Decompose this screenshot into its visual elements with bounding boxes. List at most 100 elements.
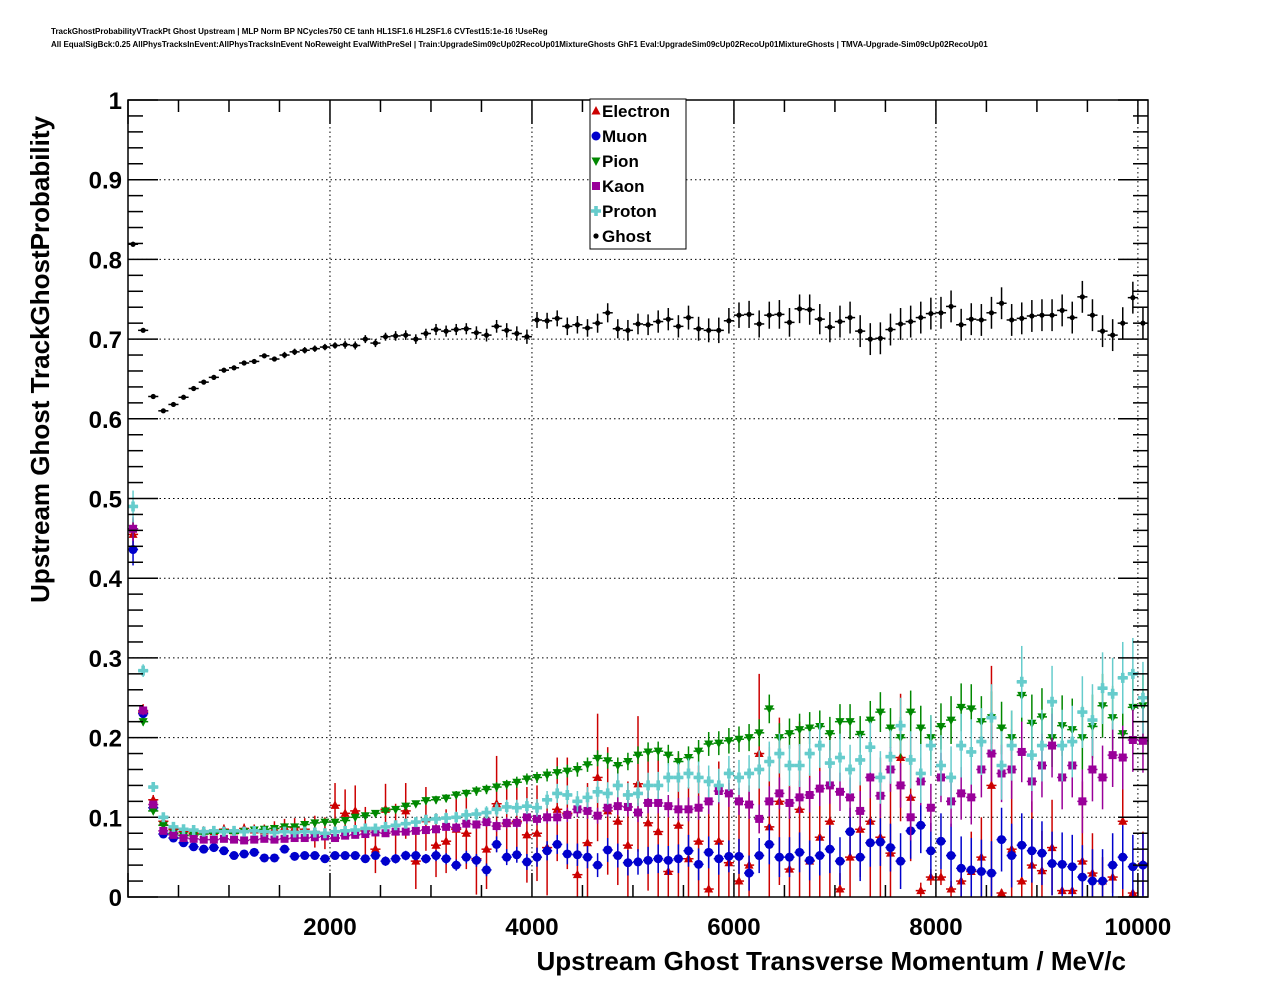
data-point-proton bbox=[481, 807, 492, 818]
data-point-proton bbox=[834, 752, 845, 763]
data-point-kaon bbox=[421, 826, 430, 835]
data-point-kaon bbox=[189, 834, 198, 843]
data-point-pion bbox=[916, 724, 926, 734]
data-point-electron bbox=[482, 844, 492, 853]
data-point-proton bbox=[754, 764, 765, 775]
data-point-proton bbox=[956, 740, 967, 751]
data-point-proton bbox=[1057, 740, 1068, 751]
data-point-ghost bbox=[534, 317, 540, 323]
data-point-kaon bbox=[775, 789, 784, 798]
data-point-pion bbox=[724, 737, 734, 746]
x-tick-label: 10000 bbox=[1105, 914, 1172, 941]
data-point-proton bbox=[875, 772, 886, 783]
data-point-proton bbox=[986, 712, 997, 723]
data-point-proton bbox=[451, 812, 462, 823]
data-point-electron bbox=[916, 885, 926, 895]
data-point-pion bbox=[704, 740, 714, 749]
data-point-proton bbox=[824, 758, 835, 769]
data-point-pion bbox=[482, 785, 492, 795]
data-point-pion bbox=[572, 765, 582, 775]
y-tick-label: 0.4 bbox=[89, 566, 123, 593]
data-point-muon bbox=[825, 844, 835, 854]
data-point-pion bbox=[936, 722, 946, 732]
data-point-proton bbox=[552, 788, 563, 799]
data-point-electron bbox=[694, 836, 704, 845]
data-point-muon bbox=[1027, 846, 1037, 856]
data-point-muon bbox=[512, 850, 522, 860]
data-point-proton bbox=[865, 742, 876, 753]
data-point-ghost bbox=[968, 316, 974, 322]
data-point-electron bbox=[997, 888, 1007, 897]
data-point-proton bbox=[1087, 715, 1098, 726]
data-point-kaon bbox=[280, 834, 289, 843]
data-point-proton bbox=[380, 821, 391, 832]
data-point-ghost bbox=[736, 312, 742, 318]
data-point-pion bbox=[360, 812, 370, 821]
data-point-ghost bbox=[352, 342, 358, 349]
data-point-proton bbox=[249, 825, 260, 836]
data-point-proton bbox=[1077, 707, 1088, 718]
data-point-pion bbox=[583, 761, 593, 770]
data-point-ghost bbox=[292, 349, 298, 355]
data-point-proton bbox=[1067, 736, 1078, 747]
data-point-ghost bbox=[1069, 314, 1075, 321]
data-point-ghost bbox=[1120, 320, 1126, 326]
data-point-pion bbox=[835, 718, 845, 727]
x-tick-label: 8000 bbox=[909, 914, 962, 941]
data-point-pion bbox=[663, 751, 673, 761]
data-point-muon bbox=[360, 854, 370, 864]
legend-marker-pion bbox=[591, 157, 601, 166]
data-point-kaon bbox=[603, 803, 612, 812]
data-point-proton bbox=[633, 788, 643, 799]
data-point-ghost bbox=[796, 306, 803, 312]
data-point-pion bbox=[381, 807, 391, 816]
data-point-proton bbox=[723, 768, 734, 779]
data-point-electron bbox=[583, 837, 593, 847]
data-point-proton bbox=[1026, 750, 1037, 761]
y-tick-label: 0.9 bbox=[89, 168, 122, 195]
data-point-electron bbox=[1118, 816, 1128, 825]
data-point-ghost bbox=[140, 327, 146, 333]
data-point-kaon bbox=[846, 793, 855, 802]
data-point-proton bbox=[158, 812, 169, 823]
data-point-kaon bbox=[401, 827, 410, 836]
data-point-muon bbox=[694, 859, 704, 869]
data-point-ghost bbox=[514, 330, 520, 337]
data-point-ghost bbox=[261, 353, 267, 359]
data-point-ghost bbox=[231, 365, 237, 371]
data-point-ghost bbox=[857, 328, 863, 334]
legend-label-muon: Muon bbox=[602, 127, 647, 146]
data-point-kaon bbox=[522, 813, 531, 822]
data-point-pion bbox=[623, 758, 633, 767]
data-point-proton bbox=[905, 754, 916, 765]
data-point-muon bbox=[835, 856, 845, 866]
data-point-kaon bbox=[502, 818, 511, 827]
plot-title-line-2: All EqualSigBck:0.25 AllPhysTracksInEven… bbox=[51, 40, 988, 49]
data-point-ghost bbox=[776, 311, 782, 317]
data-point-proton bbox=[774, 748, 785, 759]
data-point-kaon bbox=[563, 810, 572, 819]
data-point-muon bbox=[1128, 862, 1138, 872]
data-point-ghost bbox=[948, 303, 954, 310]
data-point-ghost bbox=[130, 241, 136, 247]
data-point-proton bbox=[309, 827, 320, 838]
data-point-proton bbox=[1097, 683, 1108, 694]
data-point-kaon bbox=[1017, 747, 1026, 756]
data-point-pion bbox=[613, 761, 623, 771]
data-point-electron bbox=[653, 826, 663, 836]
data-point-electron bbox=[643, 817, 653, 827]
data-point-ghost bbox=[544, 318, 550, 324]
data-point-kaon bbox=[815, 784, 824, 793]
data-point-muon bbox=[997, 835, 1007, 845]
data-point-pion bbox=[158, 821, 168, 831]
data-point-ghost bbox=[877, 335, 883, 341]
data-point-muon bbox=[381, 856, 391, 866]
data-point-kaon bbox=[1048, 741, 1057, 750]
data-point-electron bbox=[825, 816, 835, 825]
data-point-pion bbox=[552, 769, 562, 778]
data-point-kaon bbox=[533, 814, 542, 823]
data-point-proton bbox=[643, 780, 654, 791]
data-point-muon bbox=[754, 851, 764, 861]
legend-label-ghost: Ghost bbox=[602, 227, 651, 246]
data-point-muon bbox=[249, 847, 259, 857]
